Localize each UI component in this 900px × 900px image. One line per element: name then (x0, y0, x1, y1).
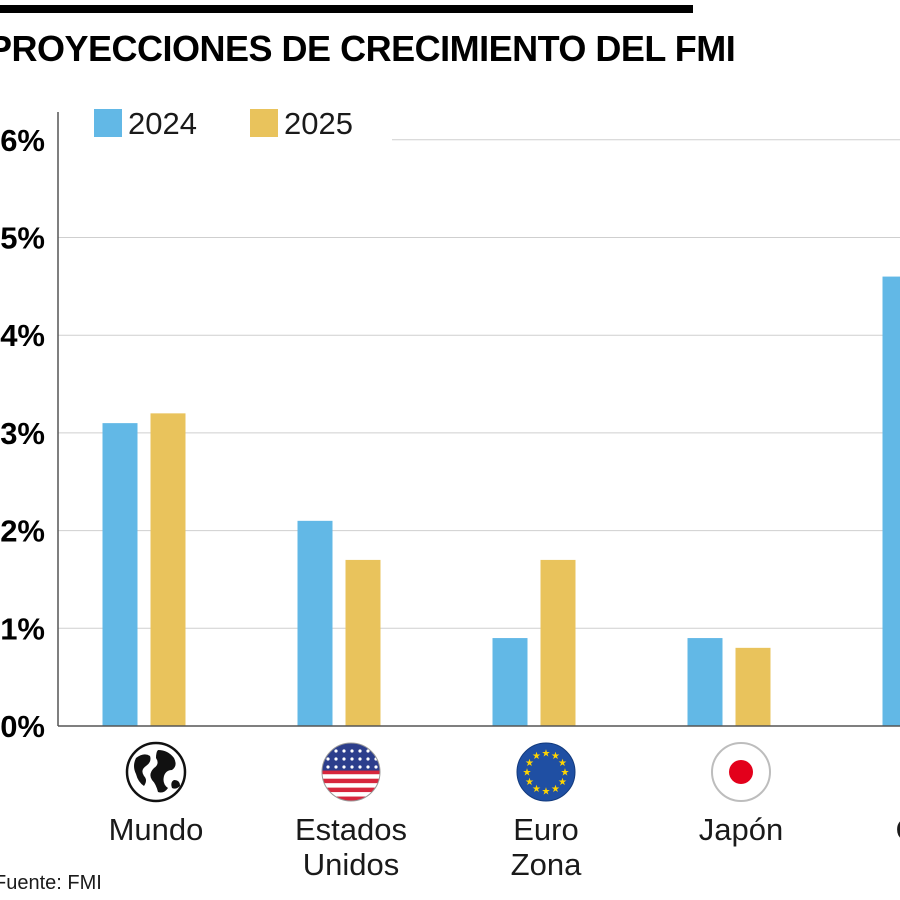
y-tick-label: 0% (0, 709, 45, 744)
svg-text:★: ★ (558, 777, 567, 788)
svg-text:★: ★ (542, 749, 551, 760)
legend-swatch-2025 (250, 109, 278, 137)
bar-2025 (540, 559, 576, 726)
y-tick-label: 4% (0, 318, 45, 353)
svg-text:★: ★ (542, 787, 551, 798)
legend-label: 2025 (284, 106, 353, 141)
category-label: Euro (513, 812, 578, 847)
category-label: Unidos (303, 847, 400, 882)
y-tick-label: 1% (0, 611, 45, 646)
axes (57, 112, 900, 727)
svg-text:★: ★ (525, 777, 534, 788)
legend-label: 2024 (128, 106, 197, 141)
category-label: Zona (511, 847, 582, 882)
svg-text:★: ★ (532, 784, 541, 795)
svg-text:★: ★ (551, 784, 560, 795)
legend: 2024 2025 (94, 106, 353, 141)
y-tick-label: 6% (0, 123, 45, 158)
us-flag-icon (321, 742, 381, 802)
japan-flag-icon (711, 742, 771, 802)
bar-2025 (150, 413, 186, 726)
globe-icon (125, 741, 187, 803)
top-rule (0, 5, 693, 13)
svg-text:★: ★ (558, 758, 567, 769)
y-tick-label: 5% (0, 221, 45, 256)
bar-2025 (345, 559, 381, 726)
bars (102, 276, 900, 726)
category-label: Mundo (109, 812, 204, 847)
eu-flag-icon: ★★★★★★★★★ ★ ★★ (516, 742, 576, 802)
bar-2025 (735, 647, 771, 726)
svg-text:★: ★ (551, 751, 560, 762)
category-label: Japón (699, 812, 783, 847)
y-tick-labels: 0% 1% 2% 3% 4% 5% 6% (0, 123, 45, 744)
bar-2024 (687, 638, 723, 726)
category-label: Estados (295, 812, 407, 847)
grid-lines (58, 139, 900, 629)
bar-2024 (882, 276, 900, 726)
svg-text:★: ★ (525, 758, 534, 769)
bar-2024 (492, 638, 528, 726)
legend-swatch-2024 (94, 109, 122, 137)
svg-text:★: ★ (561, 768, 570, 779)
chart-title: PROYECCIONES DE CRECIMIENTO DEL FMI (0, 28, 736, 69)
svg-text:★: ★ (523, 768, 532, 779)
category-label: China (896, 812, 900, 847)
bar-2024 (102, 423, 138, 726)
y-tick-label: 3% (0, 416, 45, 451)
source-note: Fuente: FMI (0, 872, 102, 894)
category-icons: ★★★★★★★★★ ★ ★★ (125, 741, 771, 803)
svg-text:★: ★ (532, 751, 541, 762)
y-tick-label: 2% (0, 514, 45, 549)
bar-2024 (297, 520, 333, 726)
